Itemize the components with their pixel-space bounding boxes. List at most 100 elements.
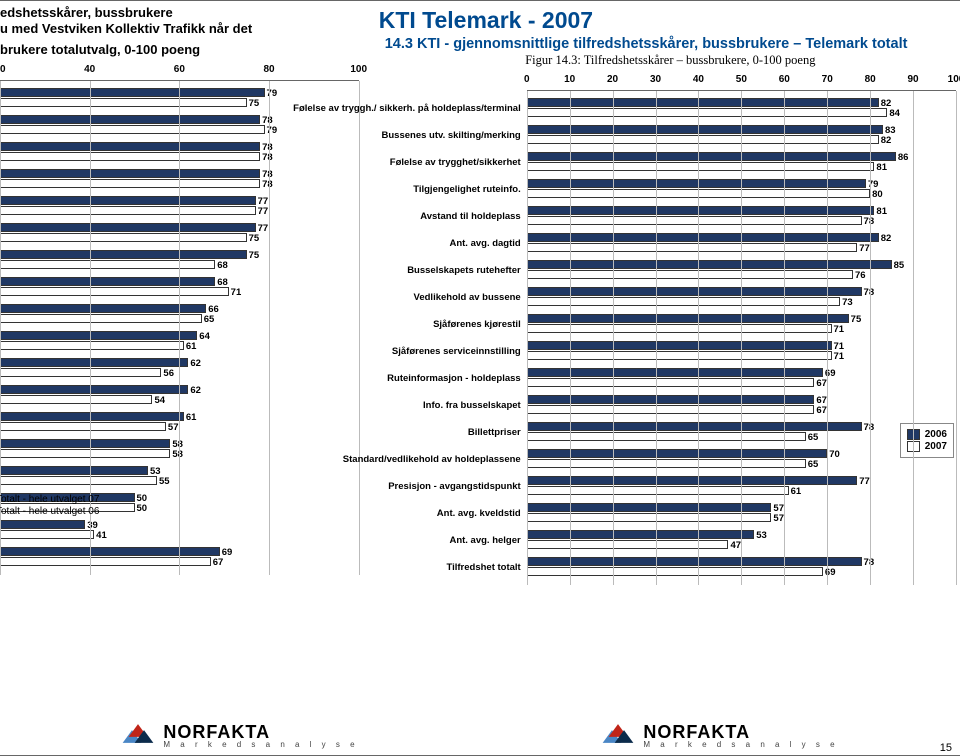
bar-value: 54 (154, 395, 165, 406)
category-label: Ruteinformasjon - holdeplass (371, 365, 521, 392)
legend-label: Totalt - hele utvalget 06 (0, 506, 99, 517)
axis-tick: 20 (607, 74, 618, 85)
bar-series-a: 58 (0, 439, 170, 448)
left-header: edshetsskårer, bussbrukere u med Vestvik… (0, 5, 359, 58)
bar-series-a: 85 (527, 260, 892, 269)
bar-value: 73 (842, 297, 853, 308)
bar-series-b: 75 (0, 98, 247, 107)
bar-value: 53 (756, 530, 767, 541)
bar-series-a: 68 (0, 277, 215, 286)
bar-series-a: 79 (527, 179, 866, 188)
bar-series-a: 82 (527, 98, 879, 107)
bar-series-b: 71 (527, 351, 832, 360)
bar-series-b: 56 (0, 368, 161, 377)
bar-series-a: 78 (527, 287, 862, 296)
bar-value: 71 (834, 351, 845, 362)
bar-series-a: 78 (527, 422, 862, 431)
bar-series-b: 82 (527, 135, 879, 144)
bar-series-a: 39 (0, 520, 85, 529)
axis-tick: 70 (822, 74, 833, 85)
bar-series-b: 73 (527, 297, 840, 306)
bar-series-b: 65 (0, 314, 202, 323)
bar-value: 82 (881, 233, 892, 244)
right-axis: 0102030405060708090100 (527, 74, 956, 90)
axis-tick: 80 (263, 64, 274, 75)
bar-series-b: 77 (527, 243, 858, 252)
grid-line (827, 91, 828, 585)
bar-series-b: 57 (0, 422, 166, 431)
bar-value: 77 (258, 206, 269, 217)
left-header-line1: edshetsskårer, bussbrukere (0, 5, 359, 21)
bar-series-b: 54 (0, 395, 152, 404)
bar-series-a: 86 (527, 152, 896, 161)
bar-value: 77 (859, 243, 870, 254)
bar-value: 84 (889, 108, 900, 119)
grid-line (784, 91, 785, 585)
bar-value: 67 (213, 557, 224, 568)
bar-value: 61 (791, 486, 802, 497)
logo-text: NORFAKTA M a r k e d s a n a l y s e (163, 723, 358, 749)
bar-series-b: 79 (0, 125, 265, 134)
axis-tick: 10 (564, 74, 575, 85)
logo-left: NORFAKTA M a r k e d s a n a l y s e (121, 722, 358, 750)
left-chart-panel: edshetsskårer, bussbrukere u med Vestvik… (0, 5, 365, 755)
category-label: Avstand til holdeplass (371, 203, 521, 230)
legend-item: Totalt - hele utvalget 06 (0, 506, 99, 517)
bar-value: 78 (262, 152, 273, 163)
category-label: Bussenes utv. skilting/merking (371, 122, 521, 149)
bar-value: 65 (808, 432, 819, 443)
bar-series-a: 62 (0, 385, 188, 394)
axis-tick: 100 (948, 74, 960, 85)
bar-value: 78 (864, 216, 875, 227)
bar-series-a: 75 (527, 314, 849, 323)
left-chart: 20406080100 7975787978787878777777757568… (0, 64, 359, 755)
axis-tick: 90 (908, 74, 919, 85)
bar-series-b: 77 (0, 206, 256, 215)
axis-tick: 50 (736, 74, 747, 85)
left-legend: Totalt - hele utvalget 07Totalt - hele u… (0, 493, 99, 518)
left-header-line2: u med Vestviken Kollektiv Trafikk når de… (0, 21, 359, 37)
subtitle: 14.3 KTI - gjennomsnittlige tilfredshets… (385, 36, 956, 53)
category-label: Følelse av trygghet/sikkerhet (371, 149, 521, 176)
bar-series-a: 53 (0, 466, 148, 475)
bar-series-a: 81 (527, 206, 875, 215)
legend-label: 2006 (925, 429, 947, 440)
bar-series-a: 64 (0, 331, 197, 340)
logo-name: NORFAKTA (643, 723, 838, 741)
grid-line (359, 81, 360, 575)
right-chart-panel: KTI Telemark - 2007 14.3 KTI - gjennomsn… (365, 5, 960, 755)
grid-line (741, 91, 742, 585)
axis-tick: 80 (865, 74, 876, 85)
logo-tagline: M a r k e d s a n a l y s e (163, 741, 358, 749)
bar-series-b: 69 (527, 567, 823, 576)
bar-series-b: 55 (0, 476, 157, 485)
bar-value: 81 (876, 206, 887, 217)
bar-series-b: 41 (0, 530, 94, 539)
bar-series-a: 78 (527, 557, 862, 566)
bar-series-a: 61 (0, 412, 184, 421)
bar-series-b: 65 (527, 459, 806, 468)
category-label: Vedlikehold av bussene (371, 284, 521, 311)
bar-series-b: 84 (527, 108, 888, 117)
bar-value: 80 (872, 189, 883, 200)
bar-value: 55 (159, 476, 170, 487)
logo-tagline: M a r k e d s a n a l y s e (643, 741, 838, 749)
logo-mark (601, 722, 635, 750)
bar-value: 75 (249, 233, 260, 244)
category-label: Presisjon - avgangstidspunkt (371, 473, 521, 500)
bar-series-a: 77 (527, 476, 858, 485)
axis-tick: 0 (524, 74, 530, 85)
right-plot: Følelse av tryggh./ sikkerh. på holdepla… (527, 90, 956, 585)
bar-series-b: 76 (527, 270, 853, 279)
grid-line (913, 91, 914, 585)
bar-series-a: 75 (0, 250, 247, 259)
category-label: Sjåførenes serviceinnstilling (371, 338, 521, 365)
bar-value: 81 (876, 162, 887, 173)
bar-value: 61 (186, 341, 197, 352)
bar-series-a: 70 (527, 449, 827, 458)
category-label: Busselskapets rutehefter (371, 257, 521, 284)
bar-series-b: 75 (0, 233, 247, 242)
bar-value: 57 (773, 513, 784, 524)
category-label: Ant. avg. kveldstid (371, 500, 521, 527)
bar-series-b: 71 (527, 324, 832, 333)
